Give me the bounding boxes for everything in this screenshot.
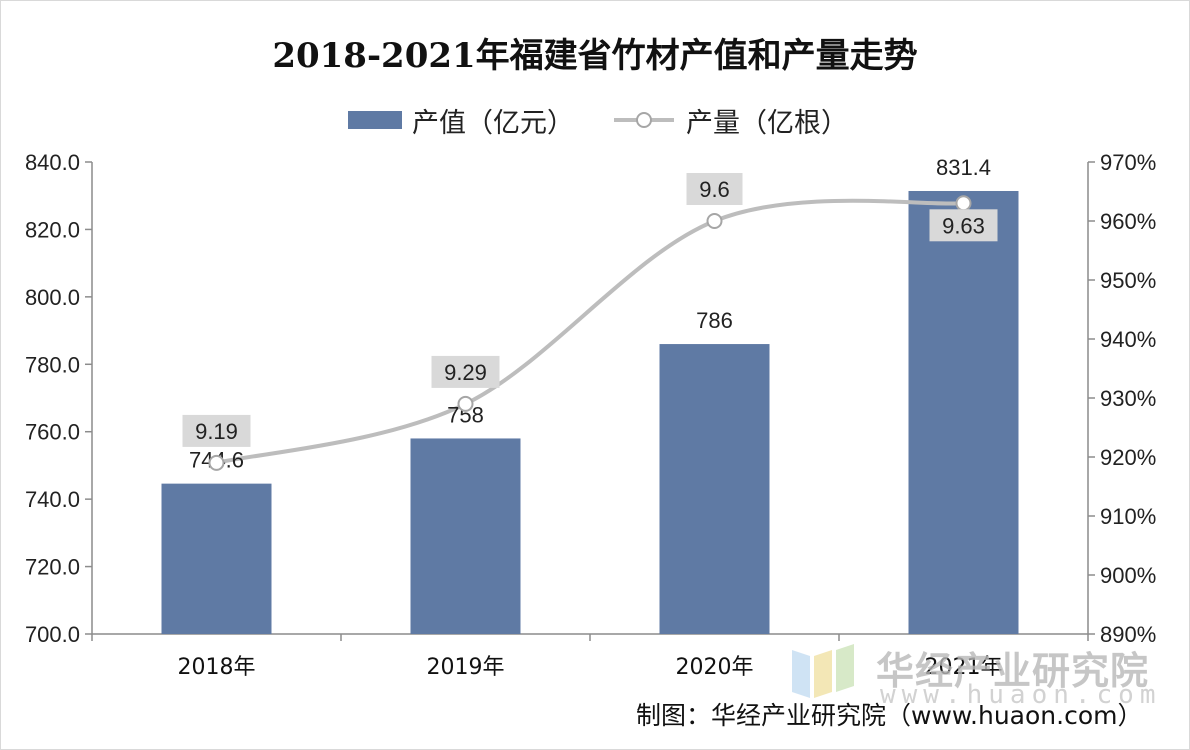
left-tick-label: 740.0	[25, 487, 80, 512]
category-label: 2021年	[925, 655, 1003, 680]
legend-label-value: 产值（亿元）	[412, 107, 574, 139]
line-value-label: 9.63	[942, 213, 985, 238]
category-label: 2020年	[676, 655, 754, 680]
line-label-box	[686, 173, 743, 205]
line-series	[216, 198, 964, 465]
line-point	[955, 195, 972, 212]
left-tick-label: 800.0	[25, 285, 80, 310]
source-credit: 制图：华经产业研究院（www.huaon.com）	[636, 701, 1143, 730]
right-tick-label: 960%	[1100, 209, 1156, 234]
legend: 产值（亿元） 产量（亿根）	[0, 102, 1190, 142]
watermark-url: www.huaon.com	[880, 680, 1162, 710]
right-tick-label: 910%	[1100, 504, 1156, 529]
watermark: 华经产业研究院 www.huaon.com	[792, 640, 1182, 710]
left-tick-label: 780.0	[25, 352, 80, 377]
left-tick-label: 720.0	[25, 555, 80, 580]
watermark-logo-icon	[792, 644, 854, 698]
watermark-name: 华经产业研究院	[876, 649, 1150, 693]
legend-label-output: 产量（亿根）	[686, 107, 848, 139]
line-point	[457, 395, 474, 412]
line-point	[208, 454, 225, 471]
left-tick-label: 760.0	[25, 420, 80, 445]
bar	[410, 438, 521, 634]
right-tick-label: 920%	[1100, 445, 1156, 470]
legend-bar-swatch	[348, 111, 402, 129]
line-value-label: 9.6	[699, 177, 730, 202]
line-label-box	[182, 414, 251, 447]
line-value-label: 9.19	[195, 419, 238, 444]
line-label-box	[929, 209, 998, 242]
left-tick-label: 820.0	[25, 217, 80, 242]
right-tick-label: 890%	[1100, 622, 1156, 647]
bar	[908, 190, 1019, 634]
legend-item-bar: 产值（亿元）	[348, 102, 574, 139]
bar-value-label: 831.4	[936, 155, 991, 180]
bar	[161, 483, 272, 634]
line-label-box	[431, 355, 500, 388]
left-tick-label: 700.0	[25, 622, 80, 647]
category-label: 2018年	[178, 655, 256, 680]
bar-value-label: 786	[696, 308, 733, 333]
right-tick-label: 950%	[1100, 268, 1156, 293]
legend-line-swatch	[614, 110, 674, 130]
bar	[659, 344, 770, 634]
right-tick-label: 940%	[1100, 327, 1156, 352]
left-tick-label: 840.0	[25, 150, 80, 175]
line-point	[706, 213, 723, 229]
chart-title: 2018-2021年福建省竹材产值和产量走势	[272, 36, 918, 76]
right-tick-label: 970%	[1100, 150, 1156, 175]
legend-item-line: 产量（亿根）	[614, 102, 848, 139]
right-tick-label: 900%	[1100, 563, 1156, 588]
line-value-label: 9.29	[444, 360, 487, 385]
category-label: 2019年	[427, 655, 505, 680]
right-tick-label: 930%	[1100, 386, 1156, 411]
